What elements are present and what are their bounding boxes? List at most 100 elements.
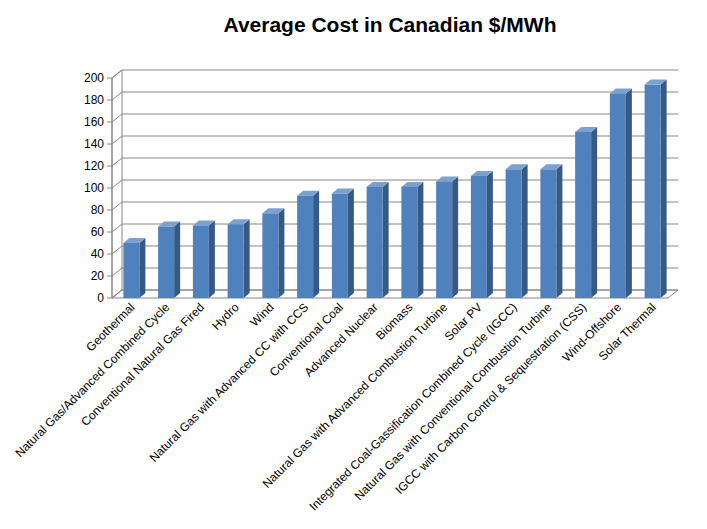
bar-front xyxy=(610,93,626,298)
bar xyxy=(540,164,562,298)
bar xyxy=(436,176,458,298)
bar-front xyxy=(158,227,174,299)
bar-top xyxy=(540,164,562,169)
tick-label: 100 xyxy=(84,181,104,195)
bar xyxy=(297,191,319,298)
bar-side xyxy=(522,164,528,298)
tick-label: 120 xyxy=(84,159,104,173)
tick xyxy=(107,298,112,299)
bar-top xyxy=(610,88,632,93)
tick-label: 140 xyxy=(84,137,104,151)
bar xyxy=(262,208,284,298)
tick-label: 80 xyxy=(91,203,105,217)
bar-top xyxy=(506,164,528,169)
tick xyxy=(107,232,112,233)
bar xyxy=(506,164,528,298)
bar xyxy=(123,238,145,298)
bar-front xyxy=(367,187,383,298)
bar xyxy=(401,182,423,298)
tick xyxy=(107,166,112,167)
bar-front xyxy=(645,85,661,298)
bar-front xyxy=(193,225,209,298)
tick-label: 180 xyxy=(84,93,104,107)
bar-front xyxy=(332,194,348,299)
grid-line xyxy=(112,70,678,78)
bar-front xyxy=(228,224,244,298)
tick xyxy=(107,210,112,211)
bar xyxy=(471,171,493,298)
tick xyxy=(107,188,112,189)
bar xyxy=(332,189,354,299)
category-label: IGCC with Carbon Control & Sequestration… xyxy=(393,300,590,497)
bar-side xyxy=(661,80,667,298)
grid-line xyxy=(112,114,678,122)
bar-side xyxy=(313,191,319,298)
bar-top xyxy=(436,176,458,181)
bars xyxy=(123,80,666,298)
category-label: Solar Thermal xyxy=(596,300,659,363)
tick xyxy=(107,144,112,145)
bar xyxy=(193,220,215,298)
bar xyxy=(158,222,180,299)
bar-side xyxy=(556,164,562,298)
category-label: Advanced Nuclear xyxy=(302,300,381,379)
background xyxy=(0,0,707,529)
bar-front xyxy=(436,181,452,298)
grid-line xyxy=(112,92,678,100)
bar xyxy=(575,127,597,298)
bar-top xyxy=(575,127,597,132)
bar-top xyxy=(228,219,250,224)
category-label: Wind xyxy=(247,300,276,329)
bar-side xyxy=(591,127,597,298)
category-label: Wind-Offshore xyxy=(560,300,625,365)
chart: Average Cost in Canadian $/MWh 0 20 40 60 80 1… xyxy=(0,0,707,529)
bar-side xyxy=(417,182,423,298)
y-axis xyxy=(112,78,113,298)
bar-side xyxy=(244,219,250,298)
bar-side xyxy=(626,88,632,298)
tick-label: 200 xyxy=(84,71,104,85)
bar xyxy=(367,182,389,298)
category-label: Natural Gas/Advanced Combined Cycle xyxy=(12,300,172,460)
category-label: Natural Gas with Conventional Combustion… xyxy=(352,300,555,503)
tick-label: 160 xyxy=(84,115,104,129)
tick-label: 60 xyxy=(91,225,105,239)
bar-front xyxy=(401,187,417,298)
tick-label: 0 xyxy=(97,291,104,305)
bar-side xyxy=(174,222,180,299)
bar-front xyxy=(262,213,278,298)
category-label: Hydro xyxy=(209,300,242,333)
bar-front xyxy=(506,169,522,298)
bar xyxy=(610,88,632,298)
tick xyxy=(107,78,112,79)
title: Average Cost in Canadian $/MWh xyxy=(224,13,557,36)
tick-label: 40 xyxy=(91,247,105,261)
bar-top xyxy=(645,80,667,85)
bar-front xyxy=(575,132,591,298)
bar-top xyxy=(401,182,423,187)
tick xyxy=(107,254,112,255)
bar-side xyxy=(278,208,284,298)
bar-front xyxy=(540,169,556,298)
bar-side xyxy=(209,220,215,298)
tick xyxy=(107,122,112,123)
bar-top xyxy=(297,191,319,196)
bar-side xyxy=(487,171,493,298)
bar-top xyxy=(332,189,354,194)
bar-front xyxy=(471,176,487,298)
bar-top xyxy=(367,182,389,187)
bar-top xyxy=(193,220,215,225)
bar-front xyxy=(297,196,313,298)
bar-side xyxy=(383,182,389,298)
bar xyxy=(228,219,250,298)
tick xyxy=(107,100,112,101)
bar-side xyxy=(348,189,354,299)
bar xyxy=(645,80,667,298)
tick-label: 20 xyxy=(91,269,105,283)
bar-front xyxy=(123,243,139,298)
bar-side xyxy=(452,176,458,298)
bar-side xyxy=(139,238,145,298)
bar-top xyxy=(471,171,493,176)
category-label: Natural Gas with Advanced CC with CCS xyxy=(147,300,312,465)
bar-top xyxy=(123,238,145,243)
